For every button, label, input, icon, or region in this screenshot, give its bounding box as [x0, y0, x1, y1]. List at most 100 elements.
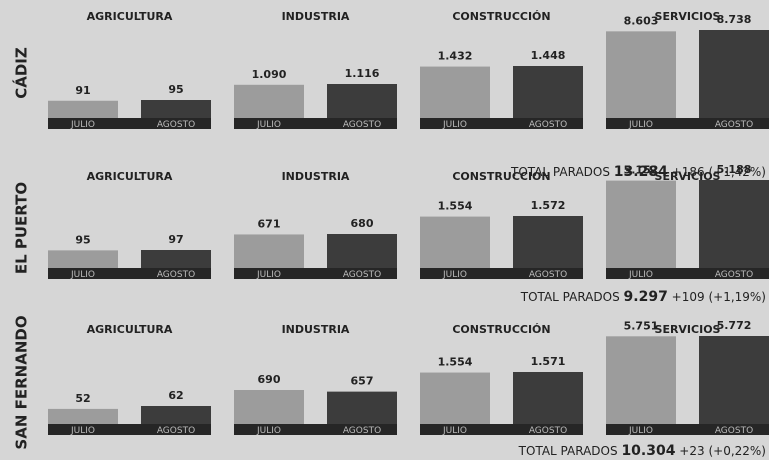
category-label: JULIO — [70, 426, 95, 436]
sector-title: INDUSTRIA — [282, 170, 350, 183]
sector-title: AGRICULTURA — [87, 170, 173, 183]
category-label: AGOSTO — [715, 426, 753, 436]
base-strip — [420, 268, 583, 279]
sector-title: SERVICIOS — [655, 10, 721, 23]
value-label: 5.152 — [624, 164, 659, 177]
total-total: 10.304 — [621, 443, 675, 459]
value-label: 52 — [75, 392, 90, 405]
value-label: 690 — [258, 373, 281, 386]
bar — [699, 336, 769, 424]
sector-title: CONSTRUCCIÓN — [452, 323, 550, 336]
value-label: 5.751 — [624, 319, 659, 332]
base-strip — [234, 118, 397, 129]
sector-title: SERVICIOS — [655, 323, 721, 336]
category-label: JULIO — [628, 120, 653, 130]
total-change-pct: (+1,19%) — [708, 290, 766, 304]
value-label: 1.432 — [438, 50, 473, 63]
category-label: JULIO — [442, 120, 467, 130]
value-label: 95 — [168, 83, 183, 96]
value-label: 8.738 — [717, 13, 752, 26]
value-label: 657 — [351, 375, 374, 388]
value-label: 95 — [75, 233, 90, 246]
category-label: AGOSTO — [157, 270, 195, 280]
category-label: AGOSTO — [343, 120, 381, 130]
sector-title: SERVICIOS — [655, 170, 721, 183]
total-total-label: TOTAL PARADOS — [510, 165, 610, 179]
bar — [606, 180, 676, 268]
total-line: TOTAL PARADOS 9.297 +109 (+1,19%) — [520, 289, 766, 305]
bar — [48, 250, 118, 268]
value-label: 1.448 — [531, 49, 566, 62]
base-strip — [420, 118, 583, 129]
value-label: 671 — [258, 217, 281, 230]
bar — [141, 250, 211, 268]
value-label: 1.554 — [438, 356, 473, 369]
category-label: JULIO — [628, 270, 653, 280]
sector-title: INDUSTRIA — [282, 10, 350, 23]
category-label: AGOSTO — [715, 120, 753, 130]
value-label: 1.090 — [252, 68, 287, 81]
bar — [606, 31, 676, 118]
total-change: +186 — [672, 165, 705, 179]
bar — [699, 30, 769, 118]
bar — [513, 66, 583, 118]
category-label: AGOSTO — [529, 426, 567, 436]
category-label: AGOSTO — [157, 426, 195, 436]
value-label: 1.572 — [531, 199, 566, 212]
bar — [420, 372, 490, 424]
bar — [420, 216, 490, 268]
base-strip — [606, 268, 769, 279]
bar — [48, 100, 118, 118]
value-label: 5.188 — [717, 163, 752, 176]
value-label: 8.603 — [624, 14, 659, 27]
category-label: JULIO — [256, 120, 281, 130]
category-label: AGOSTO — [529, 270, 567, 280]
base-strip — [48, 424, 211, 435]
category-label: AGOSTO — [343, 270, 381, 280]
category-label: JULIO — [442, 270, 467, 280]
value-label: 1.554 — [438, 200, 473, 213]
base-strip — [234, 268, 397, 279]
bar — [48, 408, 118, 424]
total-line: TOTAL PARADOS 10.304 +23 (+0,22%) — [518, 443, 766, 459]
bar — [327, 84, 397, 118]
value-label: 1.116 — [345, 67, 380, 80]
category-label: AGOSTO — [343, 426, 381, 436]
category-label: AGOSTO — [529, 120, 567, 130]
total-change-pct: (+0,22%) — [708, 444, 766, 458]
category-label: JULIO — [70, 120, 95, 130]
category-label: JULIO — [70, 270, 95, 280]
sector-title: INDUSTRIA — [282, 323, 350, 336]
value-label: 91 — [75, 84, 90, 97]
city-name: EL PUERTO — [13, 182, 31, 274]
value-label: 680 — [351, 217, 374, 230]
value-label: 97 — [168, 233, 183, 246]
total-change: +109 — [672, 290, 705, 304]
total-total: 13.284 — [614, 164, 668, 180]
base-strip — [48, 268, 211, 279]
total-total-label: TOTAL PARADOS — [520, 290, 620, 304]
sector-title: CONSTRUCCIÓN — [452, 170, 550, 183]
bar — [513, 216, 583, 268]
value-label: 5.772 — [717, 319, 752, 332]
bar — [420, 66, 490, 118]
category-label: AGOSTO — [715, 270, 753, 280]
category-label: JULIO — [256, 270, 281, 280]
bar — [699, 180, 769, 268]
base-strip — [606, 118, 769, 129]
city-name: CÁDIZ — [12, 47, 31, 99]
base-strip — [234, 424, 397, 435]
sector-title: AGRICULTURA — [87, 10, 173, 23]
total-total: 9.297 — [624, 289, 668, 305]
bar — [141, 406, 211, 424]
sector-title: CONSTRUCCIÓN — [452, 10, 550, 23]
bar — [327, 234, 397, 268]
category-label: JULIO — [628, 426, 653, 436]
bar — [234, 390, 304, 424]
city-name: SAN FERNANDO — [13, 315, 31, 449]
base-strip — [420, 424, 583, 435]
total-change: +23 — [679, 444, 704, 458]
total-change-pct: (+1,42%) — [708, 165, 766, 179]
category-label: JULIO — [442, 426, 467, 436]
